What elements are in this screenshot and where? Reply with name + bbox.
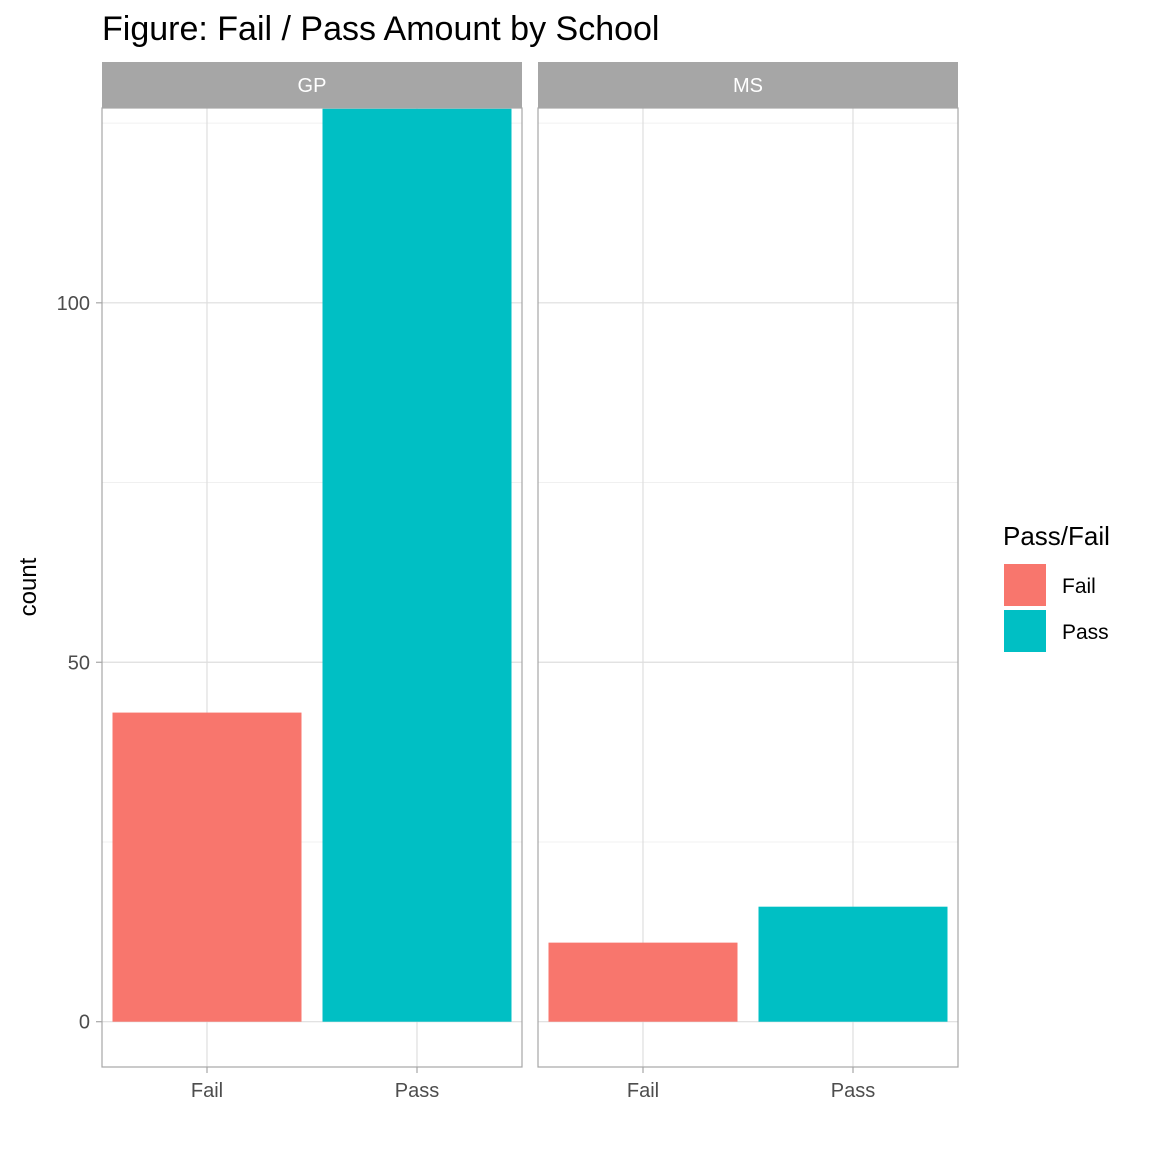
bar-ms-fail xyxy=(548,942,738,1022)
facet-strip-label: GP xyxy=(298,75,327,97)
y-axis-ticks: 0 50 100 xyxy=(57,293,102,1034)
panel-ms: MS Fail Pass xyxy=(537,62,959,1102)
legend-swatch xyxy=(1004,564,1046,606)
legend-title: Pass/Fail xyxy=(1003,521,1110,551)
legend-entry-pass: Pass xyxy=(1004,610,1109,652)
y-tick-label: 50 xyxy=(68,652,90,674)
x-tick-label: Fail xyxy=(191,1080,223,1102)
facet-strip-label: MS xyxy=(733,75,763,97)
y-tick-label: 100 xyxy=(57,293,90,315)
legend-label: Fail xyxy=(1062,575,1096,598)
legend: Pass/Fail Fail Pass xyxy=(1003,521,1110,652)
y-axis-title: count xyxy=(15,557,42,616)
bar-gp-fail xyxy=(112,712,302,1022)
panel-gp: GP Fail Pass xyxy=(101,62,523,1102)
bar-gp-pass xyxy=(322,108,512,1022)
x-tick-label: Pass xyxy=(831,1080,875,1102)
legend-entry-fail: Fail xyxy=(1004,564,1096,606)
chart-title: Figure: Fail / Pass Amount by School xyxy=(102,10,659,48)
facet-strip xyxy=(102,62,522,108)
facet-panels: GP Fail Pass MS Fail Pass xyxy=(101,62,959,1102)
legend-label: Pass xyxy=(1062,621,1109,644)
legend-swatch xyxy=(1004,610,1046,652)
x-tick-label: Fail xyxy=(627,1080,659,1102)
bar-ms-pass xyxy=(758,906,948,1022)
x-tick-label: Pass xyxy=(395,1080,439,1102)
legend-entries: Fail Pass xyxy=(1004,564,1109,652)
facet-strip xyxy=(538,62,958,108)
y-tick-label: 0 xyxy=(79,1012,90,1034)
